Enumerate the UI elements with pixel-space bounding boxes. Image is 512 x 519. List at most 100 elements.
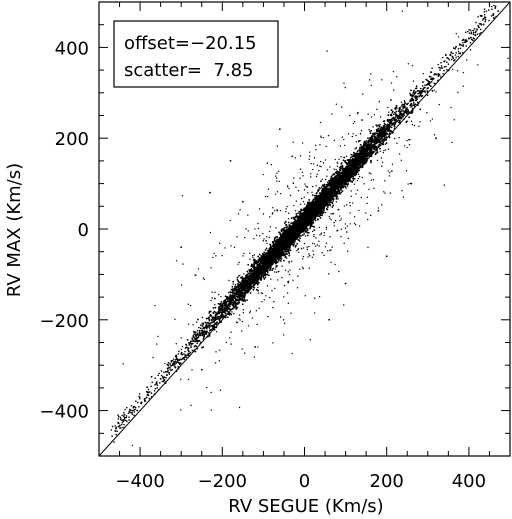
data-point [224,295,227,298]
data-point [205,317,208,320]
data-point [430,81,433,83]
data-point [199,327,202,330]
data-point [183,358,186,361]
data-point [209,325,211,328]
data-point [438,66,441,69]
data-point [191,338,194,341]
data-point [301,234,304,237]
data-point [238,296,241,298]
data-point [326,185,329,188]
data-point [356,171,359,174]
data-point [321,214,324,216]
data-point [246,299,248,302]
data-point [303,233,305,235]
data-point [299,237,301,240]
data-point [422,81,424,83]
data-point [213,310,216,313]
data-point [202,346,205,348]
data-point [342,159,345,162]
data-point [335,197,338,200]
data-point [282,259,285,262]
data-point [285,226,288,229]
data-point [288,254,291,257]
data-point [276,236,279,238]
data-point [392,113,395,116]
data-point [407,109,410,111]
data-point [323,185,326,188]
data-point [214,297,216,300]
data-point [236,278,239,281]
data-point [271,240,274,243]
data-point [246,270,249,273]
data-point [255,288,258,291]
data-point [426,87,429,90]
data-point [377,127,379,130]
data-point [419,87,422,90]
data-point [319,216,322,219]
data-point [407,110,410,113]
data-point [211,316,214,319]
data-point [317,190,319,193]
data-point [258,253,261,256]
data-point [413,102,415,104]
data-point [326,206,329,208]
data-point [213,323,216,325]
data-point [390,126,393,129]
data-point [394,116,397,118]
data-point [264,249,267,252]
data-point [329,204,332,207]
data-point [219,311,221,313]
data-point [332,204,335,207]
data-point [263,251,266,254]
data-point [260,278,262,281]
data-point [309,225,312,228]
data-point [167,361,170,364]
data-point [426,94,429,97]
data-point [233,306,236,309]
data-point [419,108,422,111]
data-point [382,143,385,146]
data-point [201,324,204,327]
data-point [226,316,229,319]
data-point [340,191,343,194]
data-point [410,89,412,92]
data-point [290,217,293,220]
data-point [331,206,334,208]
data-point [429,85,432,88]
data-point [351,155,354,158]
data-point [379,123,381,126]
data-point [306,234,309,237]
data-point [405,107,408,109]
data-point [415,85,418,88]
data-point [230,313,233,316]
data-point [396,120,398,122]
data-point [397,110,400,112]
data-point [286,248,289,251]
data-point [239,276,242,279]
data-point [497,10,500,13]
data-point [381,135,384,138]
data-point [314,219,317,222]
data-point [276,261,279,264]
data-point [208,335,211,337]
data-point [294,245,297,248]
data-point [283,222,286,224]
data-point [281,229,283,232]
data-point [284,220,287,223]
data-point [186,339,189,341]
data-point [388,136,391,139]
data-point [236,276,239,279]
data-point [232,289,235,292]
data-points [110,4,509,447]
data-point [318,187,321,189]
data-point [411,104,413,107]
data-point [325,207,328,210]
data-point [279,260,282,262]
data-point [277,259,280,262]
data-point [236,306,239,309]
data-point [218,318,221,321]
data-point [327,181,329,184]
data-point [204,321,207,324]
data-point [297,238,300,241]
data-point [265,247,268,250]
